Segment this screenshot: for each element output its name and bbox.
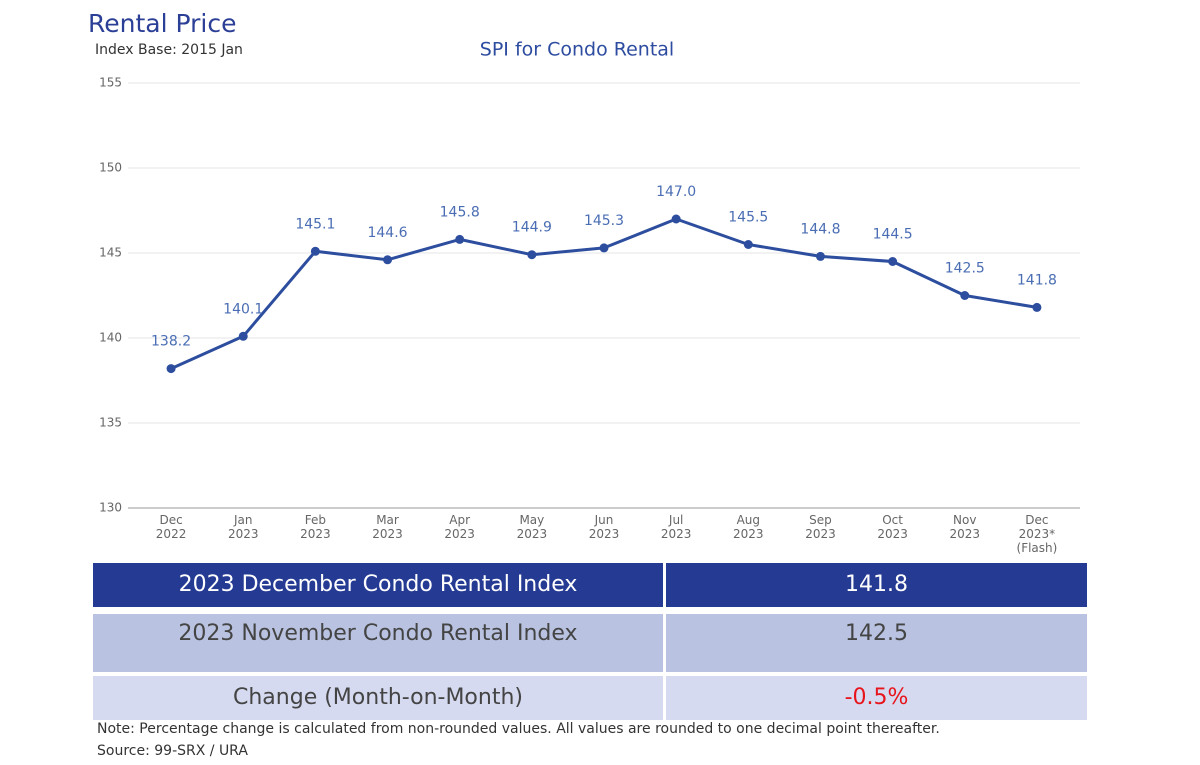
table-text: 2023 November Condo Rental Index bbox=[178, 621, 577, 646]
y-tick-label: 135 bbox=[99, 416, 122, 430]
y-tick-label: 130 bbox=[99, 501, 122, 515]
x-tick-line: 2023 bbox=[733, 527, 764, 541]
y-tick-label: 155 bbox=[99, 76, 122, 90]
x-tick-line: May bbox=[519, 513, 544, 527]
value-label: 138.2 bbox=[151, 334, 191, 350]
x-tick-line: Jan bbox=[233, 513, 253, 527]
table-cell bbox=[93, 676, 663, 720]
x-tick-label: Jun 2023 bbox=[589, 513, 620, 541]
point bbox=[1032, 302, 1042, 312]
value-label: 142.5 bbox=[945, 261, 985, 277]
x-tick-line: 2023* bbox=[1019, 527, 1056, 541]
x-tick-line: Nov bbox=[953, 513, 976, 527]
x-tick-label: Feb 2023 bbox=[300, 513, 331, 541]
x-tick-label: Aug 2023 bbox=[733, 513, 764, 541]
value-label: 144.6 bbox=[367, 225, 407, 241]
y-tick-label: 140 bbox=[99, 331, 122, 345]
point bbox=[743, 240, 753, 249]
value-label: 144.8 bbox=[800, 221, 840, 237]
x-tick-line: 2023 bbox=[517, 527, 548, 541]
x-tick-line: Jun bbox=[594, 513, 614, 527]
chart-title: SPI for Condo Rental bbox=[480, 39, 674, 61]
table-text: 142.5 bbox=[845, 621, 908, 646]
x-tick-line: Jul bbox=[668, 513, 683, 527]
point bbox=[815, 251, 825, 261]
value-label: 145.5 bbox=[728, 210, 768, 226]
x-tick-label: Jul 2023 bbox=[661, 513, 692, 541]
point bbox=[960, 291, 970, 300]
x-tick-line: Aug bbox=[737, 513, 760, 527]
x-tick-label: Oct 2023 bbox=[877, 513, 908, 541]
x-tick-line: 2023 bbox=[589, 527, 620, 541]
x-tick-line: 2023 bbox=[877, 527, 908, 541]
table-text: 2023 December Condo Rental Index bbox=[179, 572, 578, 597]
table-cell bbox=[93, 614, 663, 672]
table-text: -0.5% bbox=[845, 685, 909, 710]
x-tick-label: Dec 2022 bbox=[156, 513, 187, 541]
table-cell bbox=[93, 563, 663, 607]
x-tick-line: Apr bbox=[449, 513, 470, 527]
x-tick-line: Feb bbox=[305, 513, 326, 527]
value-label: 145.8 bbox=[440, 204, 480, 220]
x-tick-label: Apr 2023 bbox=[444, 513, 475, 541]
point bbox=[310, 246, 320, 256]
value-label: 147.0 bbox=[656, 184, 696, 200]
table-text: 141.8 bbox=[845, 572, 908, 597]
x-tick-line: 2023 bbox=[805, 527, 836, 541]
x-tick-line: 2022 bbox=[156, 527, 187, 541]
page-title: Rental Price bbox=[88, 9, 236, 38]
table-cell bbox=[666, 676, 1087, 720]
value-label: 144.5 bbox=[873, 227, 913, 243]
page-subtitle: Index Base: 2015 Jan bbox=[95, 42, 243, 58]
point bbox=[599, 243, 609, 253]
x-tick-line: Oct bbox=[882, 513, 903, 527]
x-tick-line: 2023 bbox=[949, 527, 980, 541]
point bbox=[455, 234, 465, 244]
table-text: Change (Month-on-Month) bbox=[233, 685, 523, 710]
x-tick-line: Mar bbox=[376, 513, 399, 527]
y-tick-label: 150 bbox=[99, 161, 122, 175]
x-tick-line: 2023 bbox=[661, 527, 692, 541]
value-label: 144.9 bbox=[512, 220, 552, 236]
value-label: 145.1 bbox=[295, 216, 335, 232]
table-cell bbox=[666, 614, 1087, 672]
point bbox=[238, 331, 248, 341]
x-tick-line: Sep bbox=[809, 513, 832, 527]
x-tick-line: 2023 bbox=[300, 527, 331, 541]
y-tick-label: 145 bbox=[99, 246, 122, 260]
point bbox=[527, 250, 537, 260]
x-tick-label: May 2023 bbox=[517, 513, 548, 541]
point bbox=[166, 364, 176, 374]
x-tick-line: 2023 bbox=[228, 527, 259, 541]
x-tick-line: 2023 bbox=[444, 527, 475, 541]
x-tick-label: Sep 2023 bbox=[805, 513, 836, 541]
value-label: 145.3 bbox=[584, 213, 624, 229]
point bbox=[383, 255, 393, 265]
x-tick-line: Dec bbox=[159, 513, 182, 527]
x-tick-line: (Flash) bbox=[1017, 541, 1058, 555]
x-tick-label: Dec 2023* (Flash) bbox=[1017, 513, 1058, 555]
x-tick-label: Jan 2023 bbox=[228, 513, 259, 541]
x-tick-label: Nov 2023 bbox=[949, 513, 980, 541]
point bbox=[888, 257, 898, 266]
x-tick-label: Mar 2023 bbox=[372, 513, 403, 541]
value-label: 140.1 bbox=[223, 301, 263, 317]
x-tick-line: 2023 bbox=[372, 527, 403, 541]
x-tick-line: Dec bbox=[1025, 513, 1048, 527]
note: Note: Percentage change is calculated fr… bbox=[97, 721, 940, 737]
table-cell bbox=[666, 563, 1087, 607]
source: Source: 99-SRX / URA bbox=[97, 743, 248, 759]
point bbox=[671, 214, 681, 224]
value-label: 141.8 bbox=[1017, 272, 1057, 288]
